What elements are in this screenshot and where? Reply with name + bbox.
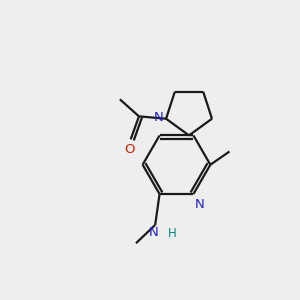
Text: N: N [149, 226, 159, 239]
Text: N: N [153, 111, 163, 124]
Text: H: H [167, 227, 176, 240]
Text: O: O [124, 143, 134, 156]
Text: N: N [195, 198, 205, 211]
